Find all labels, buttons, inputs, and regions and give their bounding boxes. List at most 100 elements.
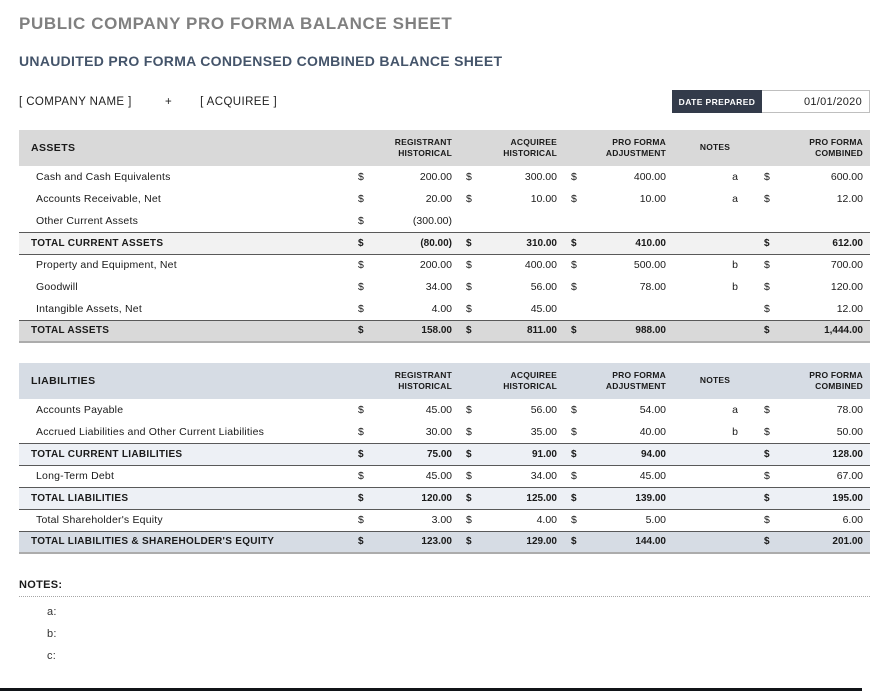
note-line-b[interactable]: b: (47, 628, 57, 640)
section-label: ASSETS (31, 141, 76, 154)
col-header-acquiree: ACQUIREE HISTORICAL (503, 369, 557, 391)
cell-adjustment[interactable]: $988.00 (564, 319, 673, 343)
cell-acquiree[interactable] (459, 210, 564, 232)
cell-registrant[interactable]: $3.00 (351, 509, 459, 531)
cell-registrant[interactable]: $45.00 (351, 399, 459, 421)
note-line-c[interactable]: c: (47, 650, 57, 662)
cell-value: 4.00 (431, 302, 452, 315)
cell-registrant[interactable]: $ (80.00) (351, 231, 459, 255)
table-row: TOTAL CURRENT ASSETS $ (80.00) $310.00 $410.… (19, 231, 870, 255)
cell-registrant[interactable]: $200.00 (351, 254, 459, 276)
cell-acquiree[interactable]: $56.00 (459, 276, 564, 298)
cell-acquiree[interactable]: $4.00 (459, 509, 564, 531)
table-row: TOTAL CURRENT LIABILITIES $75.00 $91.00 $94… (19, 442, 870, 466)
cell-registrant[interactable]: $120.00 (351, 486, 459, 510)
cell-combined[interactable]: $6.00 (757, 509, 870, 531)
cell-value: 34.00 (530, 470, 557, 482)
row-label: TOTAL CURRENT ASSETS (19, 231, 351, 255)
cell-combined[interactable]: $612.00 (757, 231, 870, 255)
cell-value: 129.00 (526, 536, 557, 548)
cell-acquiree[interactable]: $300.00 (459, 166, 564, 188)
cell-adjustment[interactable]: $5.00 (564, 509, 673, 531)
cell-note[interactable] (673, 298, 757, 320)
cell-note[interactable] (673, 465, 757, 487)
company-name-field[interactable]: [ COMPANY NAME ] (19, 95, 132, 108)
cell-acquiree[interactable]: $56.00 (459, 399, 564, 421)
cell-note[interactable] (673, 319, 757, 343)
date-prepared-value[interactable]: 01/01/2020 (762, 90, 870, 113)
cell-note[interactable]: b (732, 259, 738, 272)
cell-adjustment[interactable]: $54.00 (564, 399, 673, 421)
currency-symbol: $ (571, 237, 577, 249)
cell-value: 45.00 (425, 404, 452, 416)
cell-adjustment[interactable]: $139.00 (564, 486, 673, 510)
cell-adjustment[interactable]: $10.00 (564, 188, 673, 210)
cell-acquiree[interactable]: $45.00 (459, 298, 564, 320)
notes-section: NOTES: a: b: c: (19, 579, 870, 663)
cell-combined[interactable]: $12.00 (757, 188, 870, 210)
table-row: Other Current Assets $ (300.00) (19, 210, 870, 232)
cell-adjustment[interactable]: $500.00 (564, 254, 673, 276)
currency-symbol: $ (571, 325, 577, 337)
cell-adjustment[interactable]: $45.00 (564, 465, 673, 487)
cell-adjustment[interactable]: $144.00 (564, 530, 673, 554)
currency-symbol: $ (764, 425, 770, 438)
cell-acquiree[interactable]: $811.00 (459, 319, 564, 343)
cell-combined[interactable]: $600.00 (757, 166, 870, 188)
cell-combined[interactable]: $195.00 (757, 486, 870, 510)
cell-acquiree[interactable]: $10.00 (459, 188, 564, 210)
cell-adjustment[interactable]: $410.00 (564, 231, 673, 255)
cell-note[interactable]: b (732, 425, 738, 438)
currency-symbol: $ (466, 325, 472, 337)
acquiree-name-field[interactable]: [ ACQUIREE ] (200, 95, 278, 108)
cell-acquiree[interactable]: $129.00 (459, 530, 564, 554)
cell-combined[interactable]: $128.00 (757, 442, 870, 466)
currency-symbol: $ (571, 492, 577, 504)
cell-registrant[interactable]: $158.00 (351, 319, 459, 343)
cell-note[interactable]: a (732, 404, 738, 416)
cell-value: 612.00 (832, 237, 863, 249)
cell-combined[interactable]: $50.00 (757, 421, 870, 443)
cell-adjustment[interactable] (564, 210, 673, 232)
cell-adjustment[interactable]: $78.00 (564, 276, 673, 298)
cell-note[interactable]: b (732, 281, 738, 293)
cell-acquiree[interactable]: $91.00 (459, 442, 564, 466)
cell-note[interactable]: a (732, 193, 738, 205)
cell-acquiree[interactable]: $310.00 (459, 231, 564, 255)
cell-adjustment[interactable]: $400.00 (564, 166, 673, 188)
cell-acquiree[interactable]: $34.00 (459, 465, 564, 487)
currency-symbol: $ (764, 470, 770, 482)
cell-registrant[interactable]: $123.00 (351, 530, 459, 554)
cell-combined[interactable] (757, 210, 870, 232)
cell-combined[interactable]: $700.00 (757, 254, 870, 276)
cell-acquiree[interactable]: $35.00 (459, 421, 564, 443)
note-line-a[interactable]: a: (47, 606, 57, 618)
cell-note[interactable] (673, 210, 757, 232)
cell-registrant[interactable]: $30.00 (351, 421, 459, 443)
cell-combined[interactable]: $1,444.00 (757, 319, 870, 343)
cell-registrant[interactable]: $200.00 (351, 166, 459, 188)
cell-note[interactable] (673, 231, 757, 255)
cell-note[interactable]: a (732, 171, 738, 183)
cell-combined[interactable]: $78.00 (757, 399, 870, 421)
cell-value: 600.00 (830, 171, 863, 183)
cell-combined[interactable]: $67.00 (757, 465, 870, 487)
cell-note[interactable] (673, 530, 757, 554)
cell-note[interactable] (673, 486, 757, 510)
cell-registrant[interactable]: $4.00 (351, 298, 459, 320)
cell-registrant[interactable]: $34.00 (351, 276, 459, 298)
cell-adjustment[interactable] (564, 298, 673, 320)
cell-note[interactable] (673, 442, 757, 466)
cell-combined[interactable]: $12.00 (757, 298, 870, 320)
cell-acquiree[interactable]: $400.00 (459, 254, 564, 276)
cell-registrant[interactable]: $75.00 (351, 442, 459, 466)
cell-note[interactable] (673, 509, 757, 531)
cell-adjustment[interactable]: $94.00 (564, 442, 673, 466)
cell-acquiree[interactable]: $125.00 (459, 486, 564, 510)
cell-combined[interactable]: $120.00 (757, 276, 870, 298)
cell-adjustment[interactable]: $40.00 (564, 421, 673, 443)
cell-registrant[interactable]: $45.00 (351, 465, 459, 487)
cell-registrant[interactable]: $20.00 (351, 188, 459, 210)
cell-combined[interactable]: $201.00 (757, 530, 870, 554)
cell-registrant[interactable]: $ (300.00) (351, 210, 459, 232)
